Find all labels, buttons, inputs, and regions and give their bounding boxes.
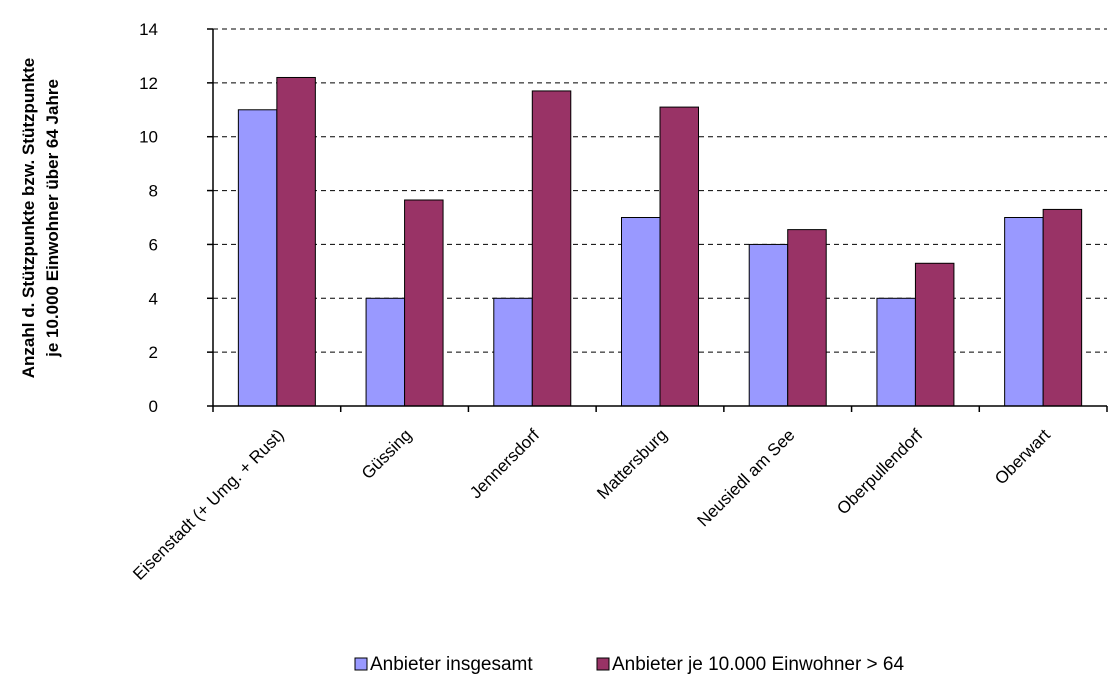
legend-swatch xyxy=(354,657,368,671)
bar xyxy=(787,229,827,407)
x-tick-label: Güssing xyxy=(358,425,416,483)
bar xyxy=(876,297,916,407)
x-tick-label: Oberpullendorf xyxy=(833,425,926,518)
y-tick-label: 8 xyxy=(149,182,158,201)
y-tick-label: 12 xyxy=(139,74,158,93)
x-tick-label: Oberwart xyxy=(991,425,1054,488)
y-axis-title: Anzahl d. Stützpunkte bzw. Stützpunkte j… xyxy=(19,58,62,378)
y-tick-label: 14 xyxy=(139,20,158,39)
bar xyxy=(621,217,661,407)
bar xyxy=(1042,208,1083,407)
bar xyxy=(1004,217,1044,407)
bars xyxy=(237,76,1083,407)
bar xyxy=(404,199,444,407)
bar xyxy=(531,90,572,407)
bar xyxy=(237,109,278,407)
y-axis-title-line-2: je 10.000 Einwohner über 64 Jahre xyxy=(43,79,62,358)
bar xyxy=(276,76,316,407)
y-tick-label: 10 xyxy=(139,128,158,147)
gridlines xyxy=(213,28,1107,353)
x-tick-label: Eisenstadt (+ Umg. + Rust) xyxy=(129,425,287,583)
y-tick-label: 0 xyxy=(149,397,158,416)
x-tick-label: Mattersburg xyxy=(593,425,671,503)
y-axis-title-line-1: Anzahl d. Stützpunkte bzw. Stützpunkte xyxy=(19,58,38,378)
x-tick-label: Neusiedl am See xyxy=(694,425,799,530)
legend-label: Anbieter je 10.000 Einwohner > 64 xyxy=(612,654,905,675)
bar xyxy=(659,106,699,407)
x-tick-label: Jennersdorf xyxy=(466,425,543,502)
bar xyxy=(493,297,533,407)
bar xyxy=(748,243,789,407)
legend: Anbieter insgesamt Anbieter je 10.000 Ein… xyxy=(354,654,905,675)
legend-label: Anbieter insgesamt xyxy=(370,654,533,675)
y-tick-label: 4 xyxy=(149,289,158,308)
y-tick-label: 2 xyxy=(149,343,158,362)
x-tick-labels: Eisenstadt (+ Umg. + Rust) Güssing Jenners… xyxy=(129,425,1054,584)
axes xyxy=(207,28,1108,412)
bar xyxy=(365,297,406,407)
y-tick-labels: 0 2 4 6 8 10 12 14 xyxy=(139,20,158,416)
legend-swatch xyxy=(596,657,610,671)
y-tick-label: 6 xyxy=(149,235,158,254)
bar xyxy=(914,262,955,407)
